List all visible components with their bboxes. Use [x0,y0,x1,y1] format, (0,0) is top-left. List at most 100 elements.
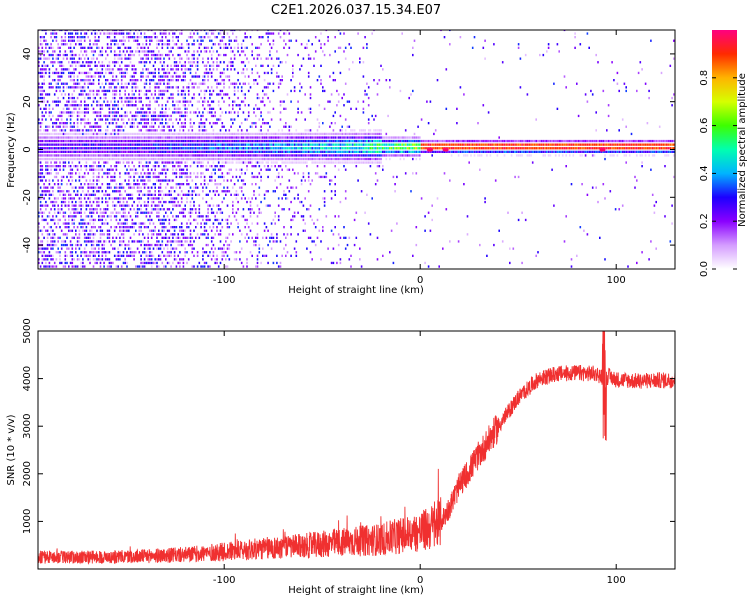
heatmap-cell [89,254,91,257]
heatmap-cell [276,57,278,60]
heatmap-cell [80,30,82,32]
heatmap-cell [233,136,236,139]
heatmap-cell [270,118,273,121]
heatmap-cell [158,161,160,164]
heatmap-cell [255,104,257,107]
heatmap-cell [68,36,70,39]
heatmap-cell [283,208,285,211]
heatmap-cell [38,261,40,265]
heatmap-cell [92,89,95,93]
heatmap-cell [69,157,72,161]
heatmap-cell [101,68,104,71]
heatmap-cell [59,150,61,153]
heatmap-cell [143,236,146,239]
heatmap-cell [143,172,146,175]
heatmap-cell [110,211,112,214]
heatmap-cell [89,215,91,218]
heatmap-cell [256,143,259,146]
heatmap-cell [108,46,111,49]
heatmap-cell [189,122,192,125]
heatmap-cell [263,79,266,82]
heatmap-cell [150,218,153,222]
heatmap-cell [45,247,47,250]
heatmap-cell [112,107,114,110]
heatmap-cell [172,179,174,182]
heatmap-cell [131,75,134,78]
heatmap-cell [98,139,100,143]
heatmap-cell [135,143,137,146]
heatmap-cell [272,161,275,164]
heatmap-cell [62,132,65,136]
heatmap-cell [267,64,269,67]
heatmap-cell [216,86,218,89]
heatmap-cell [277,64,280,67]
heatmap-cell [126,68,128,71]
heatmap-cell [60,143,63,146]
heatmap-cell [78,197,81,200]
heatmap-cell [94,132,96,136]
heatmap-cell [163,222,165,225]
heatmap-cell [76,96,79,100]
heatmap-cell [228,143,231,146]
heatmap-cell [214,179,216,182]
heatmap-cell [253,154,255,157]
heatmap-cell [279,61,282,64]
heatmap-cell [39,186,42,189]
heatmap-cell [177,150,179,153]
heatmap-cell [105,50,107,53]
heatmap-cell [277,157,280,161]
heatmap-cell [175,186,178,189]
heatmap-cell [170,75,172,78]
heatmap-cell [64,222,67,225]
heatmap-cell [43,136,45,139]
heatmap-cell [152,136,155,139]
heatmap-cell [135,100,137,103]
heatmap-cell [78,86,81,89]
heatmap-cell [195,82,197,85]
heatmap-cell [156,96,158,100]
heatmap-cell [216,139,218,143]
heatmap-cell [205,89,208,93]
heatmap-cell [198,204,201,207]
heatmap-cell [209,71,211,75]
heatmap-cell [198,100,201,103]
heatmap-cell [39,50,42,53]
heatmap-cell [78,154,81,157]
heatmap-cell [103,114,105,118]
heatmap-cell [269,157,271,161]
heatmap-cell [85,136,88,139]
heatmap-cell [53,233,56,236]
heatmap-cell [106,64,109,67]
heatmap-cell [46,57,49,60]
heatmap-cell [228,111,231,114]
heatmap-cell [124,82,126,85]
heatmap-cell [101,46,104,49]
heatmap-cell [68,161,70,164]
heatmap-cell [159,208,162,211]
heatmap-cell [165,218,167,222]
heatmap-cell [115,93,118,96]
heatmap-cell [154,226,156,229]
heatmap-cell [244,161,246,164]
heatmap-cell [43,190,45,193]
heatmap-cell [64,93,67,96]
heatmap-cell [161,96,164,100]
heatmap-cell [187,129,190,132]
heatmap-cell [46,236,49,239]
heatmap-cell [99,218,102,222]
heatmap-cell [202,265,204,268]
heatmap-cell [94,30,96,32]
heatmap-cell [191,147,194,150]
heatmap-cell [187,157,190,161]
heatmap-cell [55,265,58,268]
heatmap-cell [135,154,137,157]
heatmap-cell [255,46,257,49]
heatmap-cell [232,132,234,136]
heatmap-cell [283,125,285,128]
heatmap-cell [158,208,160,211]
heatmap-cell [228,132,231,136]
heatmap-cell [96,175,98,179]
heatmap-cell [267,36,269,39]
heatmap-cell [175,30,178,32]
heatmap-cell [203,229,206,232]
